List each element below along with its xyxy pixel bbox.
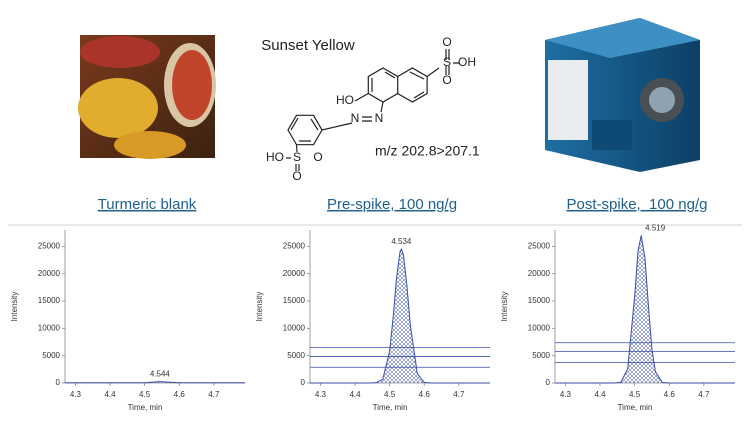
y-tick-label: 25000	[528, 242, 551, 251]
chromatogram-trace	[555, 235, 735, 384]
x-tick-label: 4.4	[594, 390, 606, 399]
x-tick-label: 4.7	[698, 390, 710, 399]
peak-label: 4.534	[391, 237, 412, 246]
atom-label: HO	[336, 93, 354, 107]
y-tick-label: 25000	[38, 242, 61, 251]
atom-label: S	[443, 55, 451, 69]
peak-label: 4.519	[645, 224, 666, 233]
atom-label: S	[293, 150, 301, 164]
x-tick-label: 4.4	[349, 390, 361, 399]
y-tick-label: 0	[301, 378, 306, 387]
x-tick-label: 4.6	[174, 390, 186, 399]
y-tick-label: 10000	[38, 323, 61, 332]
atom-label: N	[351, 111, 360, 125]
chromatogram-trace	[310, 247, 490, 384]
x-tick-label: 4.3	[70, 390, 82, 399]
y-tick-label: 20000	[528, 269, 551, 278]
y-axis-label: Intensity	[255, 292, 264, 322]
atom-label: O	[292, 169, 301, 183]
y-tick-label: 0	[546, 378, 551, 387]
y-axis-label: Intensity	[500, 292, 509, 322]
y-tick-label: 15000	[528, 296, 551, 305]
x-tick-label: 4.5	[139, 390, 151, 399]
instrument-photo	[545, 18, 700, 172]
y-tick-label: 15000	[283, 296, 306, 305]
y-tick-label: 20000	[283, 269, 306, 278]
x-tick-label: 4.5	[629, 390, 641, 399]
y-tick-label: 5000	[532, 351, 550, 360]
x-tick-label: 4.5	[384, 390, 396, 399]
chart-title: Post-spike, 100 ng/g	[567, 196, 708, 213]
atom-label: O	[442, 73, 451, 87]
atom-label: N	[375, 111, 384, 125]
x-axis-label: Time, min	[128, 403, 163, 412]
y-tick-label: 10000	[528, 323, 551, 332]
atom-label: HO	[266, 150, 284, 164]
y-tick-label: 5000	[42, 351, 60, 360]
x-axis-label: Time, min	[373, 403, 408, 412]
atom-label: OH	[458, 55, 476, 69]
y-tick-label: 20000	[38, 269, 61, 278]
y-tick-label: 0	[56, 378, 61, 387]
x-tick-label: 4.7	[208, 390, 220, 399]
x-tick-label: 4.7	[453, 390, 465, 399]
chart-title: Pre-spike, 100 ng/g	[327, 196, 457, 213]
compound-name: Sunset Yellow	[261, 37, 355, 54]
transition: m/z 202.8>207.1	[375, 143, 480, 159]
peak-label: 4.544	[150, 370, 171, 379]
chemical-structure: Sunset Yellow O S OH O HO N N HO S O O m…	[261, 35, 480, 183]
chromatogram-trace	[64, 381, 246, 384]
x-tick-label: 4.4	[104, 390, 116, 399]
chart-title: Turmeric blank	[98, 196, 197, 213]
y-tick-label: 15000	[38, 296, 61, 305]
spice-photo	[78, 35, 216, 159]
x-tick-label: 4.3	[315, 390, 327, 399]
x-axis-label: Time, min	[618, 403, 653, 412]
atom-label: O	[313, 150, 322, 164]
x-tick-label: 4.6	[664, 390, 676, 399]
chromatograms: Turmeric blank 0 5000 10000 15000 20000 25000 4…	[10, 196, 735, 412]
y-tick-label: 10000	[283, 323, 306, 332]
y-tick-label: 5000	[287, 351, 305, 360]
x-tick-label: 4.3	[560, 390, 572, 399]
y-axis-label: Intensity	[10, 292, 19, 322]
atom-label: O	[442, 35, 451, 49]
y-tick-label: 25000	[283, 242, 306, 251]
x-tick-label: 4.6	[419, 390, 431, 399]
